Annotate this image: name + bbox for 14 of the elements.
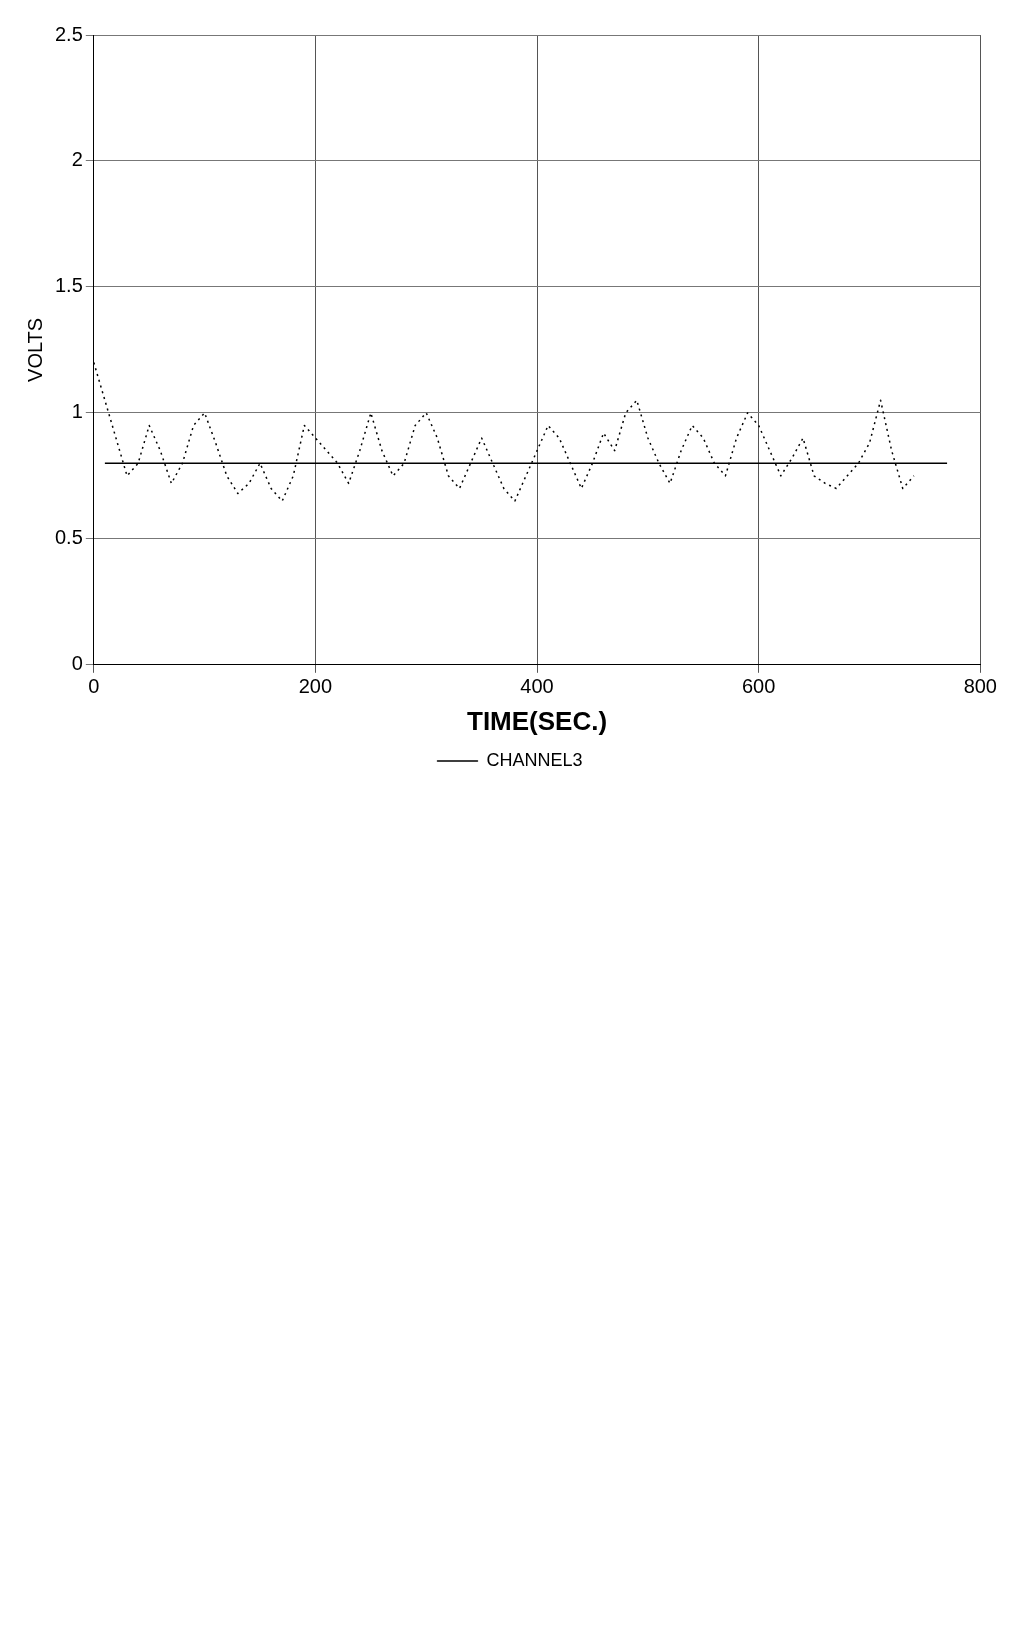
y-tick-label: 2.5 (54, 22, 83, 45)
x-tick-label: 600 (742, 675, 776, 698)
x-tick-label: 400 (520, 675, 554, 698)
x-tick-label: 200 (298, 675, 333, 698)
y-tick-label: 1.5 (54, 274, 83, 297)
y-tick-label: 1 (71, 400, 83, 423)
x-axis-title: TIME(SEC.) (467, 705, 608, 736)
y-tick-label: 2 (71, 148, 83, 171)
legend-label: CHANNEL3 (486, 749, 583, 770)
x-tick-label: 0 (88, 675, 100, 698)
y-axis-title: VOLTS (23, 317, 46, 382)
y-tick-label: 0.5 (54, 526, 83, 549)
x-tick-label: 800 (963, 675, 997, 698)
y-tick-label: 0 (71, 652, 83, 675)
